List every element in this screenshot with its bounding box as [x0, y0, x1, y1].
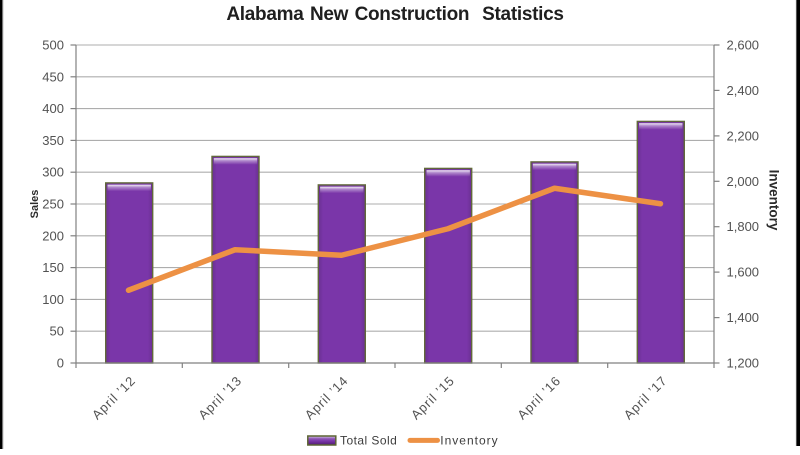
svg-text:100: 100	[42, 292, 64, 307]
svg-text:300: 300	[42, 165, 64, 180]
svg-text:Inventory: Inventory	[440, 434, 498, 448]
svg-text:200: 200	[42, 228, 64, 243]
svg-text:April ’12: April ’12	[89, 373, 139, 423]
svg-text:250: 250	[42, 197, 64, 212]
svg-text:April ’17: April ’17	[621, 373, 671, 423]
svg-text:Alabama New Construction Stat: Alabama New Construction Statistics	[226, 4, 563, 25]
svg-text:2,000: 2,000	[727, 174, 760, 189]
svg-text:150: 150	[42, 260, 64, 275]
svg-text:50: 50	[50, 324, 64, 339]
svg-text:April ’13: April ’13	[195, 373, 245, 423]
svg-text:500: 500	[42, 38, 64, 53]
svg-text:2,200: 2,200	[727, 128, 760, 143]
svg-text:April ’16: April ’16	[514, 373, 564, 423]
svg-text:1,600: 1,600	[727, 265, 760, 280]
svg-text:450: 450	[42, 69, 64, 84]
svg-text:400: 400	[42, 101, 64, 116]
svg-text:0: 0	[57, 356, 64, 371]
svg-text:1,400: 1,400	[727, 310, 760, 325]
svg-text:350: 350	[42, 133, 64, 148]
svg-text:April ’14: April ’14	[302, 373, 352, 423]
svg-text:2,400: 2,400	[727, 83, 760, 98]
svg-text:April ’15: April ’15	[408, 373, 458, 423]
svg-text:1,800: 1,800	[727, 219, 760, 234]
svg-text:Inventory: Inventory	[767, 170, 782, 231]
svg-text:2,600: 2,600	[727, 38, 760, 53]
svg-text:Sales: Sales	[29, 190, 41, 219]
svg-text:Total Sold: Total Sold	[340, 434, 397, 448]
svg-text:1,200: 1,200	[727, 356, 760, 371]
